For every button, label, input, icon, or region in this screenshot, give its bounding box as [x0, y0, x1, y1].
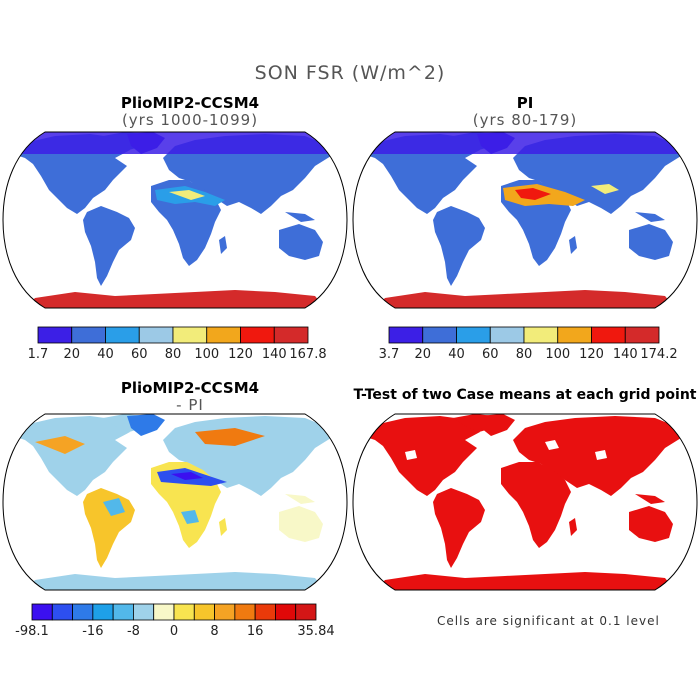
colorbar-plio-swatch [273, 326, 309, 344]
map-plio [2, 131, 348, 309]
colorbar-diff-swatch [254, 603, 276, 621]
colorbar-plio-swatch [206, 326, 241, 344]
map-ttest [352, 413, 698, 591]
panel-plio-subtitle: (yrs 1000-1099) [121, 111, 259, 129]
colorbar-plio-tick-label: 80 [165, 347, 182, 362]
colorbar-diff-swatch [153, 603, 175, 621]
panel-diff-title: PlioMIP2-CCSM4 [120, 379, 260, 397]
map-diff [2, 413, 348, 591]
colorbar-diff-swatch [234, 603, 256, 621]
colorbar-pi-tick-label: 120 [579, 347, 604, 362]
colorbar-diff-tick-label: 35.84 [297, 624, 334, 639]
figure-title: SON FSR (W/m^2) [254, 62, 446, 84]
colorbar-plio-tick-label: 40 [97, 347, 114, 362]
colorbar-diff-swatch [133, 603, 155, 621]
colorbar-diff-swatch [173, 603, 195, 621]
colorbar-diff-tick-label: -16 [82, 624, 103, 639]
colorbar-plio-tick-label: 60 [131, 347, 148, 362]
colorbar-plio-swatch [240, 326, 275, 344]
colorbar-plio-tick-label: 167.8 [289, 347, 326, 362]
colorbar-diff-tick-label: -8 [127, 624, 140, 639]
colorbar-plio-tick-label: 1.7 [28, 347, 49, 362]
panel-ttest-title: T-Test of two Case means at each grid po… [353, 387, 697, 403]
colorbar-diff-tick-label: -98.1 [15, 624, 49, 639]
colorbar-diff-swatch [193, 603, 215, 621]
colorbar-pi-tick-label: 3.7 [379, 347, 400, 362]
colorbar-pi-tick-label: 40 [448, 347, 465, 362]
colorbar-pi-tick-label: 100 [545, 347, 570, 362]
colorbar-diff: -98.1 -16 -8 0 8 16 35.84 [15, 603, 335, 639]
colorbar-pi-swatch [422, 326, 457, 344]
colorbar-pi-swatch [388, 326, 424, 344]
colorbar-pi-tick-label: 140 [613, 347, 638, 362]
colorbar-plio-swatch [71, 326, 106, 344]
colorbar-diff-swatch [112, 603, 134, 621]
colorbar-pi-swatch [456, 326, 491, 344]
colorbar-pi-swatch [489, 326, 525, 344]
colorbar-pi-swatch [523, 326, 559, 344]
colorbar-pi-tick-label: 60 [482, 347, 499, 362]
colorbar-diff-swatch [214, 603, 236, 621]
colorbar-diff-swatch [275, 603, 297, 621]
colorbar-plio: 1.7 20 40 60 80 100 120 140 167.8 [28, 326, 327, 362]
colorbar-diff-tick-label: 16 [247, 624, 264, 639]
colorbar-plio-tick-label: 140 [262, 347, 287, 362]
colorbar-plio-tick-label: 100 [194, 347, 219, 362]
colorbar-pi-swatch [557, 326, 592, 344]
colorbar-plio-swatch [138, 326, 174, 344]
colorbar-diff-tick-label: 0 [170, 624, 178, 639]
colorbar-plio-tick-label: 20 [63, 347, 80, 362]
colorbar-plio-swatch [37, 326, 73, 344]
colorbar-plio-tick-label: 120 [228, 347, 253, 362]
colorbar-pi-tick-label: 20 [414, 347, 431, 362]
colorbar-diff-swatch [72, 603, 94, 621]
colorbar-diff-swatch [295, 603, 317, 621]
colorbar-pi: 3.7 20 40 60 80 100 120 140 174.2 [379, 326, 678, 362]
panel-pi-title: PI [516, 94, 534, 112]
colorbar-pi-tick-label: 174.2 [640, 347, 677, 362]
colorbar-pi-swatch [591, 326, 626, 344]
colorbar-diff-swatch [31, 603, 53, 621]
colorbar-diff-swatch [92, 603, 114, 621]
significance-footnote: Cells are significant at 0.1 level [437, 614, 660, 628]
panel-diff-subtitle: - PI [176, 396, 204, 414]
panel-plio-title: PlioMIP2-CCSM4 [120, 94, 260, 112]
colorbar-diff-swatch [51, 603, 73, 621]
colorbar-diff-tick-label: 8 [210, 624, 218, 639]
map-pi [352, 131, 698, 309]
panel-pi-subtitle: (yrs 80-179) [472, 111, 578, 129]
colorbar-plio-swatch [172, 326, 208, 344]
colorbar-pi-swatch [624, 326, 660, 344]
colorbar-pi-tick-label: 80 [516, 347, 533, 362]
colorbar-plio-swatch [105, 326, 140, 344]
